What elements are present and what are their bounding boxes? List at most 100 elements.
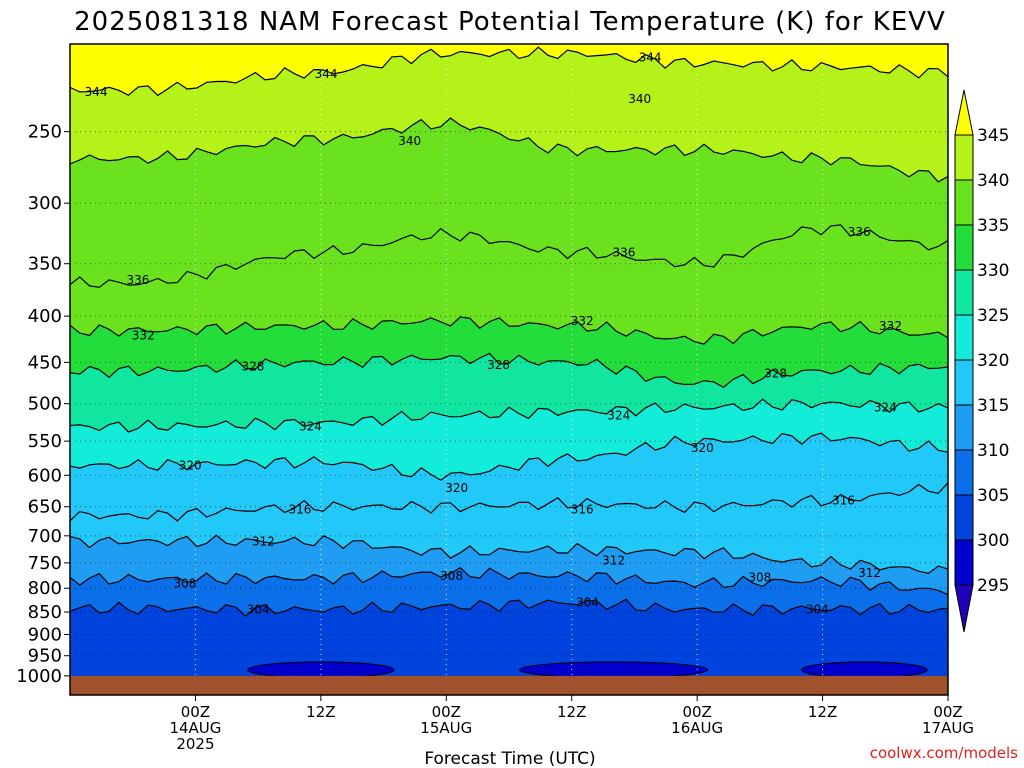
colorbar-box-335	[954, 179, 974, 226]
x-axis-label: Forecast Time (UTC)	[424, 749, 595, 768]
contour-label-13: 328	[487, 358, 510, 372]
contour-label-20: 320	[691, 441, 714, 455]
contour-label-5: 340	[628, 92, 651, 106]
plot-frame	[69, 43, 949, 696]
y-tick-label-950: 950	[28, 646, 62, 667]
colorbar-box-315	[954, 359, 974, 406]
colorbar-label-345: 345	[977, 126, 1009, 146]
y-tick-label-850: 850	[28, 602, 62, 623]
ground-strip	[70, 675, 948, 695]
isotherm-316	[70, 482, 948, 522]
contour-label-30: 304	[247, 603, 270, 617]
colorbar-label-335: 335	[977, 216, 1009, 236]
contour-label-15: 324	[299, 420, 322, 434]
contour-label-22: 316	[571, 503, 594, 517]
colorbar-label-300: 300	[977, 531, 1009, 551]
y-axis: 2503003504004505005506006507007508008509…	[16, 122, 70, 687]
x-tick-label-48-1: 00Z	[682, 703, 711, 721]
colorbar-label-330: 330	[977, 261, 1009, 281]
isotherm-308	[70, 566, 948, 596]
contour-label-31: 304	[576, 596, 599, 610]
contour-label-17: 324	[874, 401, 897, 415]
contour-label-6: 336	[126, 273, 149, 287]
contour-label-1: 344	[85, 85, 108, 99]
isotherm-324	[70, 398, 948, 433]
isotherm-336	[70, 224, 948, 288]
isotherm-320	[70, 432, 948, 481]
contour-label-3: 344	[639, 51, 662, 65]
x-tick-label-12-1: 12Z	[306, 703, 335, 721]
x-tick-label-60-1: 12Z	[808, 703, 837, 721]
x-tick-label-72-1: 00Z	[933, 703, 962, 721]
x-tick-label-36-1: 12Z	[557, 703, 586, 721]
y-tick-label-500: 500	[28, 394, 62, 415]
contour-label-10: 332	[571, 314, 594, 328]
colorbar-label-320: 320	[977, 351, 1009, 371]
x-tick-label-72-2: 17AUG	[922, 719, 974, 737]
colorbar-label-325: 325	[977, 306, 1009, 326]
x-tick-label-0-2: 14AUG	[169, 719, 221, 737]
contour-label-19: 320	[445, 481, 468, 495]
y-tick-label-350: 350	[28, 254, 62, 275]
contour-label-8: 336	[848, 225, 871, 239]
y-tick-label-450: 450	[28, 352, 62, 373]
contour-label-21: 316	[288, 503, 311, 517]
colorbar-box-325	[954, 269, 974, 316]
y-tick-label-700: 700	[28, 526, 62, 547]
isotherm-328	[70, 352, 948, 389]
contour-label-14: 328	[764, 367, 787, 381]
colorbar-label-315: 315	[977, 396, 1009, 416]
colorbar: 295 300 305 310 315 320 325 330 335 340 345	[954, 89, 1009, 633]
y-tick-label-400: 400	[28, 306, 62, 327]
y-tick-label-1000: 1000	[16, 666, 62, 687]
isotherm-340	[70, 117, 948, 183]
isotherm-312	[70, 534, 948, 574]
contour-label-12: 328	[241, 360, 264, 374]
cold-pocket-2	[518, 661, 709, 679]
contour-label-27: 308	[174, 576, 197, 590]
isotherm-332	[70, 316, 948, 345]
plot-area: 344 344 344 340 340 336 336 336 332 332 332 328 328 3…	[69, 43, 949, 696]
credit-text: coolwx.com/models	[870, 744, 1018, 762]
colorbar-box-295	[954, 539, 974, 586]
colorbar-box-340	[954, 134, 974, 181]
colorbar-box-300	[954, 494, 974, 541]
x-tick-label-24-2: 15AUG	[420, 719, 472, 737]
contour-label-23: 316	[832, 494, 855, 508]
x-tick-label-0-1: 00Z	[181, 703, 210, 721]
contour-label-16: 324	[607, 408, 630, 422]
contour-label-7: 336	[613, 245, 636, 259]
isotherm-304	[70, 598, 948, 617]
y-tick-label-650: 650	[28, 497, 62, 518]
x-tick-label-24-1: 00Z	[432, 703, 461, 721]
x-tick-label-0-3: 2025	[176, 735, 214, 753]
y-tick-label-750: 750	[28, 553, 62, 574]
contour-label-26: 312	[858, 566, 881, 580]
contour-label-29: 308	[748, 570, 771, 584]
y-tick-label-800: 800	[28, 578, 62, 599]
isotherm-344	[70, 46, 948, 97]
colorbar-label-305: 305	[977, 486, 1009, 506]
contour-label-4: 340	[398, 134, 421, 148]
y-tick-label-550: 550	[28, 431, 62, 452]
x-tick-label-48-2: 16AUG	[671, 719, 723, 737]
colorbar-label-310: 310	[977, 441, 1009, 461]
colorbar-low-arrow	[954, 584, 974, 633]
colorbar-label-340: 340	[977, 171, 1009, 191]
y-tick-label-250: 250	[28, 122, 62, 143]
contour-label-9: 332	[132, 328, 155, 342]
colorbar-label-295: 295	[977, 576, 1009, 596]
y-tick-label-600: 600	[28, 465, 62, 486]
colorbar-box-305	[954, 449, 974, 496]
chart-title: 2025081318 NAM Forecast Potential Temper…	[74, 7, 946, 37]
colorbar-high-arrow	[954, 89, 974, 136]
contour-label-28: 308	[440, 569, 463, 583]
contour-label-2: 344	[315, 67, 338, 81]
y-tick-label-900: 900	[28, 624, 62, 645]
contour-label-18: 320	[179, 458, 202, 472]
colorbar-box-330	[954, 224, 974, 271]
y-tick-label-300: 300	[28, 193, 62, 214]
contour-label-25: 312	[602, 553, 625, 567]
